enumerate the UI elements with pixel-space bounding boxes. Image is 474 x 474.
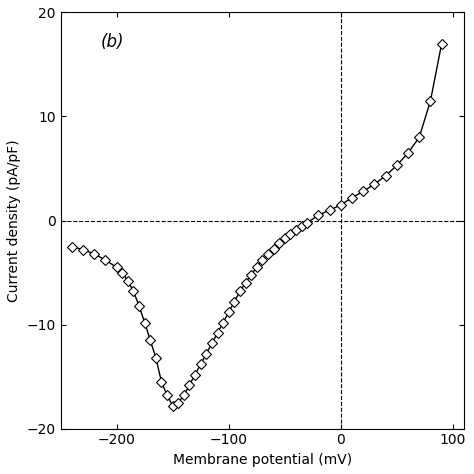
X-axis label: Membrane potential (mV): Membrane potential (mV) <box>173 453 352 467</box>
Y-axis label: Current density (pA/pF): Current density (pA/pF) <box>7 139 21 302</box>
Text: (b): (b) <box>101 33 125 51</box>
